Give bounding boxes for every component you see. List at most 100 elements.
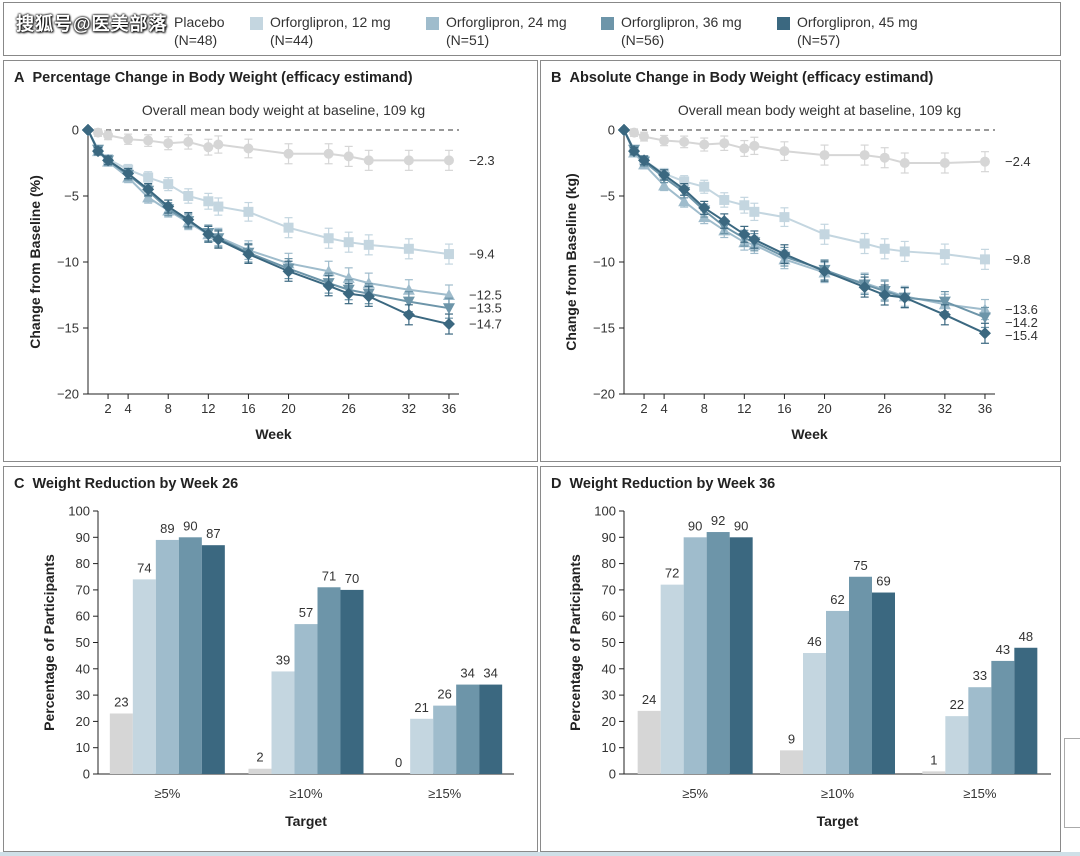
series-line xyxy=(87,129,449,162)
data-point xyxy=(748,233,761,246)
bar-value-label: 21 xyxy=(414,700,428,715)
bar-value-label: 69 xyxy=(876,574,890,589)
panel-letter: A xyxy=(14,70,25,86)
data-point xyxy=(698,201,711,214)
data-point xyxy=(403,155,414,166)
bottom-strip xyxy=(0,852,1080,856)
data-point xyxy=(82,124,94,136)
y-tick-label: 0 xyxy=(609,767,616,782)
data-point xyxy=(203,196,214,207)
data-point xyxy=(102,154,115,167)
x-tick-label: 12 xyxy=(201,401,215,416)
panel-title-text: Weight Reduction by Week 36 xyxy=(569,476,776,492)
legend-swatch xyxy=(154,17,167,30)
data-point xyxy=(283,222,294,233)
bar-value-label: 62 xyxy=(830,592,844,607)
data-point xyxy=(658,179,671,191)
chart-subtitle: Overall mean body weight at baseline, 10… xyxy=(678,102,961,118)
watermark: 搜狐号@医美部落 xyxy=(16,14,168,34)
y-tick-label: 50 xyxy=(602,635,616,650)
data-point xyxy=(362,277,375,289)
panel-title: A Percentage Change in Body Weight (effic… xyxy=(14,70,413,86)
bar xyxy=(660,584,684,774)
bar-value-label: 75 xyxy=(853,558,867,573)
data-point xyxy=(978,312,991,324)
y-tick-label: 60 xyxy=(602,609,616,624)
data-point xyxy=(282,265,295,278)
bar xyxy=(826,610,849,774)
bar xyxy=(433,705,457,774)
data-point xyxy=(443,155,454,166)
bar xyxy=(968,687,992,774)
series-1 xyxy=(82,124,454,265)
end-value-label: −14.2 xyxy=(1005,315,1038,330)
data-point xyxy=(343,237,354,248)
bar xyxy=(271,671,295,774)
legend-n: (N=57) xyxy=(797,32,841,48)
panel-c: C Weight Reduction by Week 26 0 10 20 30 40 50… xyxy=(3,466,538,852)
x-tick-label: 32 xyxy=(938,401,952,416)
y-tick-label: 100 xyxy=(594,504,616,519)
data-point xyxy=(363,239,374,250)
series-line xyxy=(87,129,450,296)
data-point xyxy=(323,233,334,244)
data-point xyxy=(879,152,890,163)
bar xyxy=(479,684,503,774)
bar xyxy=(849,576,872,774)
bar xyxy=(201,545,225,774)
bar xyxy=(637,710,661,774)
bar xyxy=(872,592,895,774)
data-point xyxy=(679,136,690,147)
x-tick-label: 2 xyxy=(640,401,647,416)
bar-group: 0 21 26 34 34 xyxy=(395,666,503,774)
bar-value-label: 90 xyxy=(734,518,748,533)
data-point xyxy=(402,296,415,308)
category-label: ≥10% xyxy=(821,786,855,801)
legend-n: (N=48) xyxy=(174,32,218,48)
data-point xyxy=(678,195,691,207)
data-point xyxy=(628,145,641,158)
legend-n: (N=44) xyxy=(270,32,314,48)
x-tick-label: 4 xyxy=(660,401,667,416)
data-point xyxy=(243,143,254,154)
data-point xyxy=(938,308,951,321)
data-point xyxy=(879,243,890,254)
bar-value-label: 46 xyxy=(807,634,821,649)
data-point xyxy=(749,140,760,151)
bar xyxy=(294,624,318,774)
bar-value-label: 92 xyxy=(711,513,725,528)
y-tick-label: −15 xyxy=(57,321,79,336)
x-tick-label: 12 xyxy=(737,401,751,416)
y-tick-label: 40 xyxy=(602,661,616,676)
bar xyxy=(456,684,480,774)
x-tick-label: 16 xyxy=(241,401,255,416)
end-value-label: −13.6 xyxy=(1005,302,1038,317)
data-point xyxy=(778,248,791,261)
series-line xyxy=(623,129,986,164)
series-1 xyxy=(618,124,990,270)
x-axis-label: Target xyxy=(817,813,859,829)
bar-group: 24 72 90 92 90 xyxy=(637,513,753,774)
end-value-label: −9.8 xyxy=(1005,252,1031,267)
bar-value-label: 9 xyxy=(788,731,795,746)
data-point xyxy=(618,124,630,136)
y-tick-label: 30 xyxy=(76,688,90,703)
legend-label: Orforglipron, 45 mg xyxy=(797,14,918,30)
bar-value-label: 48 xyxy=(1019,629,1033,644)
bar-value-label: 43 xyxy=(996,642,1010,657)
y-tick-label: −5 xyxy=(64,189,79,204)
bar-value-label: 22 xyxy=(950,697,964,712)
series-line xyxy=(87,129,450,256)
data-point xyxy=(819,229,830,240)
end-value-label: −12.5 xyxy=(469,288,502,303)
bar-value-label: 87 xyxy=(206,526,220,541)
data-point xyxy=(323,148,334,159)
panel-title: B Absolute Change in Body Weight (efficac… xyxy=(551,70,933,86)
data-point xyxy=(638,154,651,167)
category-label: ≥10% xyxy=(289,786,323,801)
data-point xyxy=(402,308,415,321)
data-point xyxy=(979,156,990,167)
data-point xyxy=(442,303,455,315)
bar-value-label: 1 xyxy=(930,752,937,767)
data-point xyxy=(92,145,105,158)
